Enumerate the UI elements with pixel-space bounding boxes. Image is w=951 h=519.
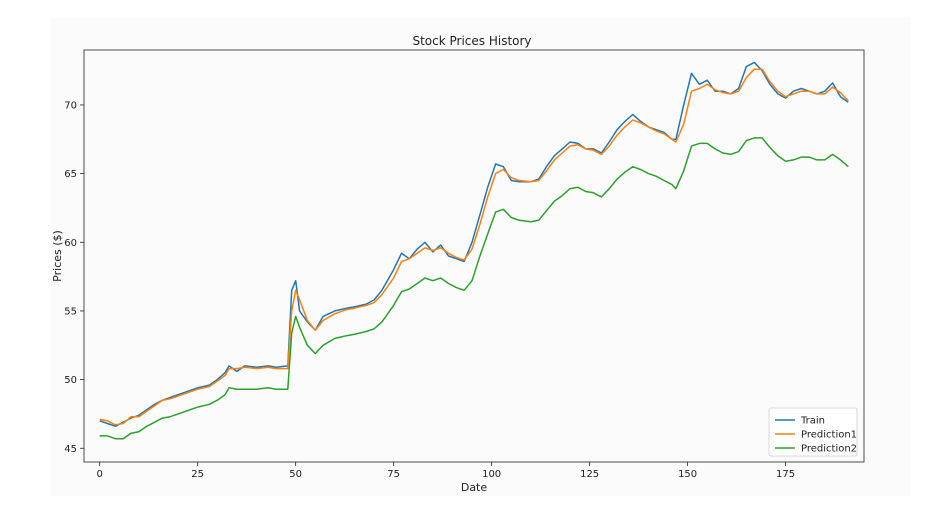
legend: Train Prediction1 Prediction2 [768, 407, 858, 457]
series-layer [99, 61, 849, 440]
x-tick-label: 100 [482, 469, 501, 480]
legend-label-prediction1: Prediction1 [801, 430, 857, 441]
chart-title: Stock Prices History [412, 34, 531, 48]
series-line-prediction2 [99, 137, 849, 440]
plot-area [83, 49, 865, 463]
y-axis: 45 50 55 60 65 70 [64, 100, 84, 455]
x-tick-label: 75 [387, 469, 400, 480]
x-tick-label: 0 [96, 469, 102, 480]
y-tick-label: 50 [64, 375, 77, 386]
x-tick-label: 175 [776, 469, 795, 480]
y-tick-label: 45 [64, 444, 77, 455]
legend-items: Train Prediction1 Prediction2 [775, 416, 857, 455]
figure-background [51, 18, 911, 496]
x-tick-label: 25 [191, 469, 204, 480]
y-axis-title: Prices ($) [51, 230, 64, 282]
series-line-prediction1 [99, 68, 849, 426]
legend-label-prediction2: Prediction2 [801, 444, 857, 455]
x-tick-label: 125 [580, 469, 599, 480]
y-tick-label: 60 [64, 238, 77, 249]
y-tick-label: 70 [64, 100, 77, 111]
y-tick-label: 55 [64, 306, 77, 317]
legend-label-train: Train [800, 416, 825, 427]
x-axis-title: Date [461, 481, 488, 494]
x-axis: 0 25 50 75 100 125 150 175 [96, 462, 795, 480]
x-tick-label: 150 [678, 469, 697, 480]
axes-frame [83, 49, 865, 463]
y-tick-label: 65 [64, 169, 77, 180]
x-tick-label: 50 [289, 469, 302, 480]
